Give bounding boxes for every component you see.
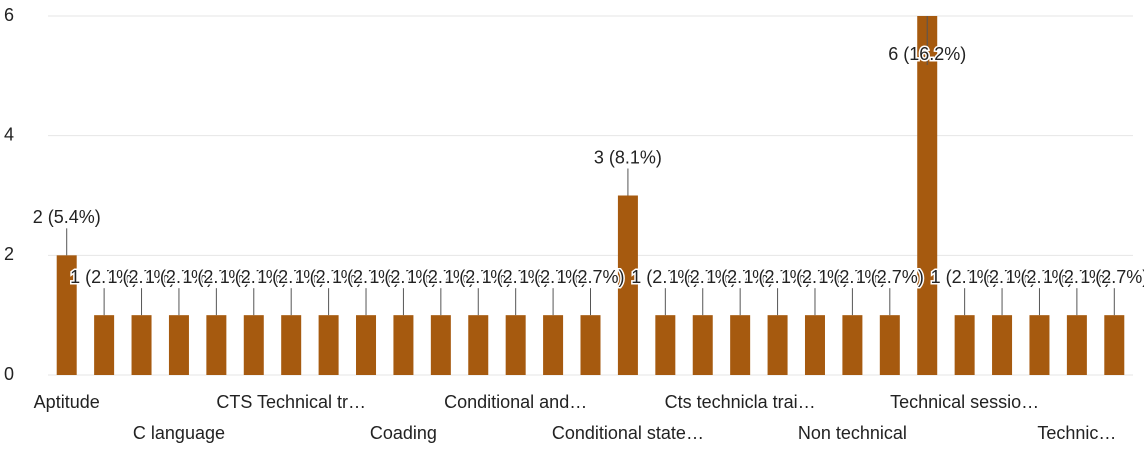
data-label: 1 (2.7%)	[931, 267, 999, 287]
data-label: 6 (16.2%)	[888, 44, 966, 64]
bar	[1066, 315, 1087, 375]
x-tick-label: Technical sessio…	[890, 392, 1039, 412]
data-label: 1 (2.7%)	[257, 267, 325, 287]
data-label: 1 (2.7%)	[145, 267, 213, 287]
bar	[56, 255, 77, 375]
data-label: 1 (2.7%)	[631, 267, 699, 287]
y-tick-label: 0	[4, 364, 14, 384]
bar	[580, 315, 601, 375]
bar	[543, 315, 564, 375]
x-tick-label: Cts technicla trai…	[665, 392, 816, 412]
data-label: 1 (2.7%)	[332, 267, 400, 287]
bar	[94, 315, 115, 375]
bar	[1029, 315, 1050, 375]
data-label: 1 (2.7%)	[407, 267, 475, 287]
x-tick-label: C language	[133, 423, 225, 443]
bar	[168, 315, 189, 375]
data-label: 1 (2.7%)	[556, 267, 624, 287]
data-label: 1 (2.7%)	[482, 267, 550, 287]
bar	[393, 315, 414, 375]
data-label: 1 (2.7%)	[744, 267, 812, 287]
data-label: 1 (2.7%)	[818, 267, 886, 287]
data-label: 1 (2.7%)	[856, 267, 924, 287]
x-tick-label: Conditional and…	[444, 392, 587, 412]
bar	[767, 315, 788, 375]
data-label: 1 (2.7%)	[220, 267, 288, 287]
bar	[318, 315, 339, 375]
bar	[468, 315, 489, 375]
data-label: 1 (2.7%)	[444, 267, 512, 287]
bar	[206, 315, 227, 375]
y-tick-label: 6	[4, 5, 14, 25]
data-label: 1 (2.7%)	[182, 267, 250, 287]
bar	[804, 315, 825, 375]
bar	[842, 315, 863, 375]
bar	[617, 195, 638, 375]
data-label: 1 (2.7%)	[108, 267, 176, 287]
data-label: 3 (8.1%)	[594, 147, 662, 167]
data-label: 1 (2.7%)	[706, 267, 774, 287]
data-label: 1 (2.7%)	[781, 267, 849, 287]
x-tick-label: CTS Technical tr…	[216, 392, 366, 412]
data-label: 1 (2.7%)	[669, 267, 737, 287]
bar	[992, 315, 1013, 375]
bar	[917, 16, 938, 375]
data-label: 1 (2.7%)	[968, 267, 1036, 287]
bar	[281, 315, 302, 375]
data-label: 1 (2.7%)	[70, 267, 138, 287]
x-tick-label: Conditional state…	[552, 423, 704, 443]
x-tick-label: Technic…	[1037, 423, 1116, 443]
x-tick-label: Aptitude	[34, 392, 100, 412]
bar	[879, 315, 900, 375]
bar	[954, 315, 975, 375]
bar	[430, 315, 451, 375]
data-label: 1 (2.7%)	[1043, 267, 1111, 287]
bar	[505, 315, 526, 375]
data-label: 1 (2.7%)	[519, 267, 587, 287]
bar	[356, 315, 377, 375]
data-label: 2 (5.4%)	[33, 207, 101, 227]
bar	[692, 315, 713, 375]
bar	[655, 315, 676, 375]
y-tick-label: 2	[4, 244, 14, 264]
x-tick-label: Non technical	[798, 423, 907, 443]
data-label: 1 (2.7%)	[1080, 267, 1144, 287]
x-tick-label: Coading	[370, 423, 437, 443]
data-label: 1 (2.7%)	[1005, 267, 1073, 287]
bar	[243, 315, 264, 375]
bar	[131, 315, 152, 375]
data-label: 1 (2.7%)	[369, 267, 437, 287]
y-tick-label: 4	[4, 124, 14, 144]
bar	[1104, 315, 1125, 375]
data-label: 1 (2.7%)	[295, 267, 363, 287]
bar	[730, 315, 751, 375]
